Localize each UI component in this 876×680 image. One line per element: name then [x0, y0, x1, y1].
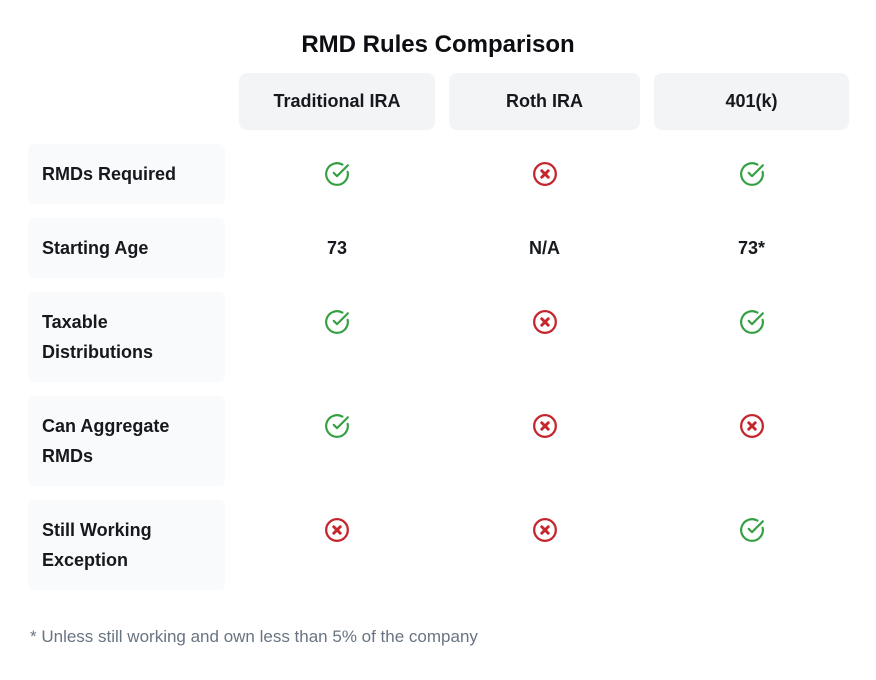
comparison-infographic: RMD Rules Comparison Traditional IRA Rot… — [28, 31, 849, 646]
column-header-roth-ira: Roth IRA — [449, 73, 640, 130]
check-circle-icon — [739, 309, 765, 335]
check-circle-icon — [324, 309, 350, 335]
value-cell — [449, 144, 640, 204]
value-cell — [239, 500, 435, 590]
check-circle-icon — [324, 413, 350, 439]
value-cell — [449, 500, 640, 590]
x-circle-icon — [324, 517, 350, 543]
x-circle-icon — [532, 413, 558, 439]
column-header-401k: 401(k) — [654, 73, 849, 130]
check-circle-icon — [324, 161, 350, 187]
check-circle-icon — [739, 161, 765, 187]
row-label-taxable-distributions: Taxable Distributions — [28, 292, 225, 382]
row-label-can-aggregate-rmds: Can Aggregate RMDs — [28, 396, 225, 486]
comparison-table: Traditional IRA Roth IRA 401(k) RMDs Req… — [28, 73, 849, 590]
value-cell — [654, 144, 849, 204]
row-label-still-working-exception: Still Working Exception — [28, 500, 225, 590]
x-circle-icon — [739, 413, 765, 439]
page-title: RMD Rules Comparison — [301, 31, 575, 58]
value-cell — [239, 396, 435, 486]
value-cell — [654, 500, 849, 590]
x-circle-icon — [532, 161, 558, 187]
value-cell — [449, 292, 640, 382]
check-circle-icon — [739, 517, 765, 543]
footnote: * Unless still working and own less than… — [30, 627, 478, 646]
x-circle-icon — [532, 309, 558, 335]
table-corner-spacer — [28, 73, 225, 130]
row-label-starting-age: Starting Age — [28, 218, 225, 278]
value-cell: 73 — [326, 238, 348, 258]
row-label-rmds-required: RMDs Required — [28, 144, 225, 204]
value-cell — [654, 396, 849, 486]
value-cell — [239, 292, 435, 382]
value-cell: N/A — [529, 238, 560, 258]
value-cell — [654, 292, 849, 382]
x-circle-icon — [532, 517, 558, 543]
value-cell — [239, 144, 435, 204]
value-cell — [449, 396, 640, 486]
value-cell: 73* — [737, 238, 766, 258]
column-header-traditional-ira: Traditional IRA — [239, 73, 435, 130]
